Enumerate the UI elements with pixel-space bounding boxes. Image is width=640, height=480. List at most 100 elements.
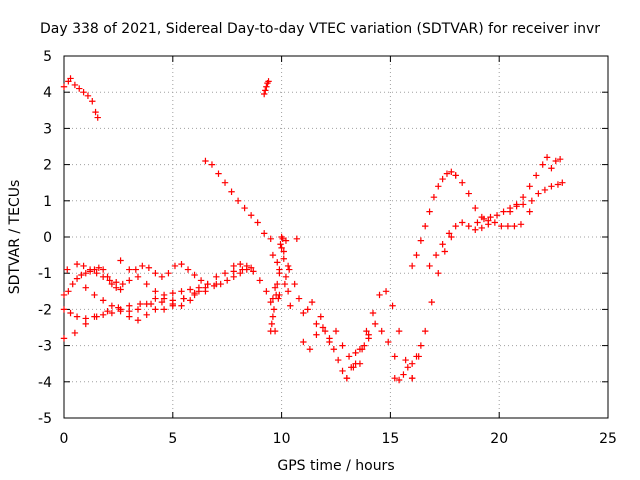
series-arc-21-23h-lower — [528, 179, 566, 204]
data-point — [69, 280, 76, 288]
data-point — [267, 235, 274, 243]
data-point — [548, 165, 555, 172]
y-tick-label: 1 — [43, 194, 52, 210]
data-point — [532, 172, 540, 179]
data-point — [389, 302, 396, 309]
data-point — [99, 297, 107, 304]
y-tick-labels: -5 -4 -3 -2 -1 0 1 2 3 4 5 — [38, 49, 52, 427]
data-point — [152, 306, 159, 313]
data-point — [326, 335, 333, 342]
data-point — [254, 219, 261, 226]
data-point — [263, 83, 270, 90]
data-point — [76, 85, 83, 92]
series-arc-8-9h — [230, 260, 283, 302]
data-point — [221, 270, 229, 277]
data-point — [408, 374, 416, 382]
data-point — [500, 208, 507, 215]
data-point — [472, 204, 479, 212]
data-point — [300, 338, 307, 346]
series-arc-left-mid — [60, 264, 124, 299]
series-arc-mid-upper — [73, 260, 250, 290]
data-point — [526, 183, 533, 190]
series-arc-17-19h-lower — [426, 219, 492, 270]
data-point — [99, 273, 107, 281]
data-point — [352, 360, 359, 367]
data-point — [448, 168, 455, 176]
data-point — [126, 266, 133, 273]
data-point — [491, 219, 499, 226]
data-point — [82, 320, 89, 328]
data-point — [71, 329, 79, 337]
data-point — [191, 271, 198, 279]
data-point — [82, 270, 89, 277]
data-point — [272, 291, 280, 299]
data-point — [487, 213, 494, 221]
data-point — [126, 277, 133, 284]
data-point — [422, 327, 429, 335]
data-point — [504, 222, 512, 230]
series-arc-9h-high — [260, 78, 272, 98]
data-point — [278, 244, 285, 252]
data-point — [250, 268, 257, 275]
axis-ticks — [63, 55, 609, 419]
data-point — [108, 302, 116, 309]
data-point — [136, 300, 144, 308]
data-point — [143, 311, 150, 319]
data-point — [313, 331, 320, 338]
data-point — [371, 320, 379, 328]
data-point — [178, 260, 185, 268]
data-point — [158, 298, 166, 306]
data-point — [269, 313, 277, 320]
data-point — [400, 371, 407, 378]
data-point — [169, 300, 176, 308]
data-point — [178, 302, 185, 309]
data-point — [365, 331, 372, 338]
data-point — [478, 224, 485, 232]
data-point — [82, 284, 89, 291]
data-point — [117, 257, 124, 264]
data-point — [197, 277, 205, 284]
data-point — [426, 262, 433, 270]
data-point — [317, 313, 324, 320]
data-point — [237, 270, 244, 277]
data-point — [443, 170, 451, 177]
data-point — [152, 288, 159, 295]
y-tick-label: 2 — [43, 158, 52, 174]
data-point — [119, 280, 126, 288]
data-point — [439, 241, 446, 248]
data-point — [395, 327, 403, 335]
data-point — [67, 75, 74, 82]
data-point — [60, 291, 68, 299]
data-point — [465, 222, 472, 230]
data-point — [91, 313, 98, 320]
series-scatter-10h — [267, 233, 294, 335]
data-point — [277, 241, 284, 248]
data-point — [126, 308, 133, 315]
data-point — [73, 313, 81, 320]
data-point — [241, 204, 248, 212]
data-point — [86, 266, 94, 273]
data-point — [160, 306, 168, 313]
data-point — [91, 291, 98, 299]
data-point — [480, 215, 488, 223]
data-point — [541, 186, 549, 194]
data-point — [234, 197, 242, 204]
data-point — [89, 98, 96, 105]
data-point — [269, 251, 277, 259]
x-tick-label: 15 — [381, 431, 399, 447]
data-point — [274, 280, 281, 288]
data-point — [260, 90, 268, 98]
data-point — [339, 367, 346, 375]
series-arc-rising-16-18h — [408, 233, 455, 382]
x-tick-label: 20 — [490, 431, 508, 447]
x-tick-label: 0 — [60, 431, 69, 447]
data-point — [134, 317, 142, 324]
data-point — [60, 83, 68, 90]
x-tick-label: 5 — [168, 431, 177, 447]
data-point — [441, 248, 448, 255]
data-point — [143, 300, 150, 308]
data-point — [459, 179, 466, 186]
data-point — [408, 262, 416, 270]
